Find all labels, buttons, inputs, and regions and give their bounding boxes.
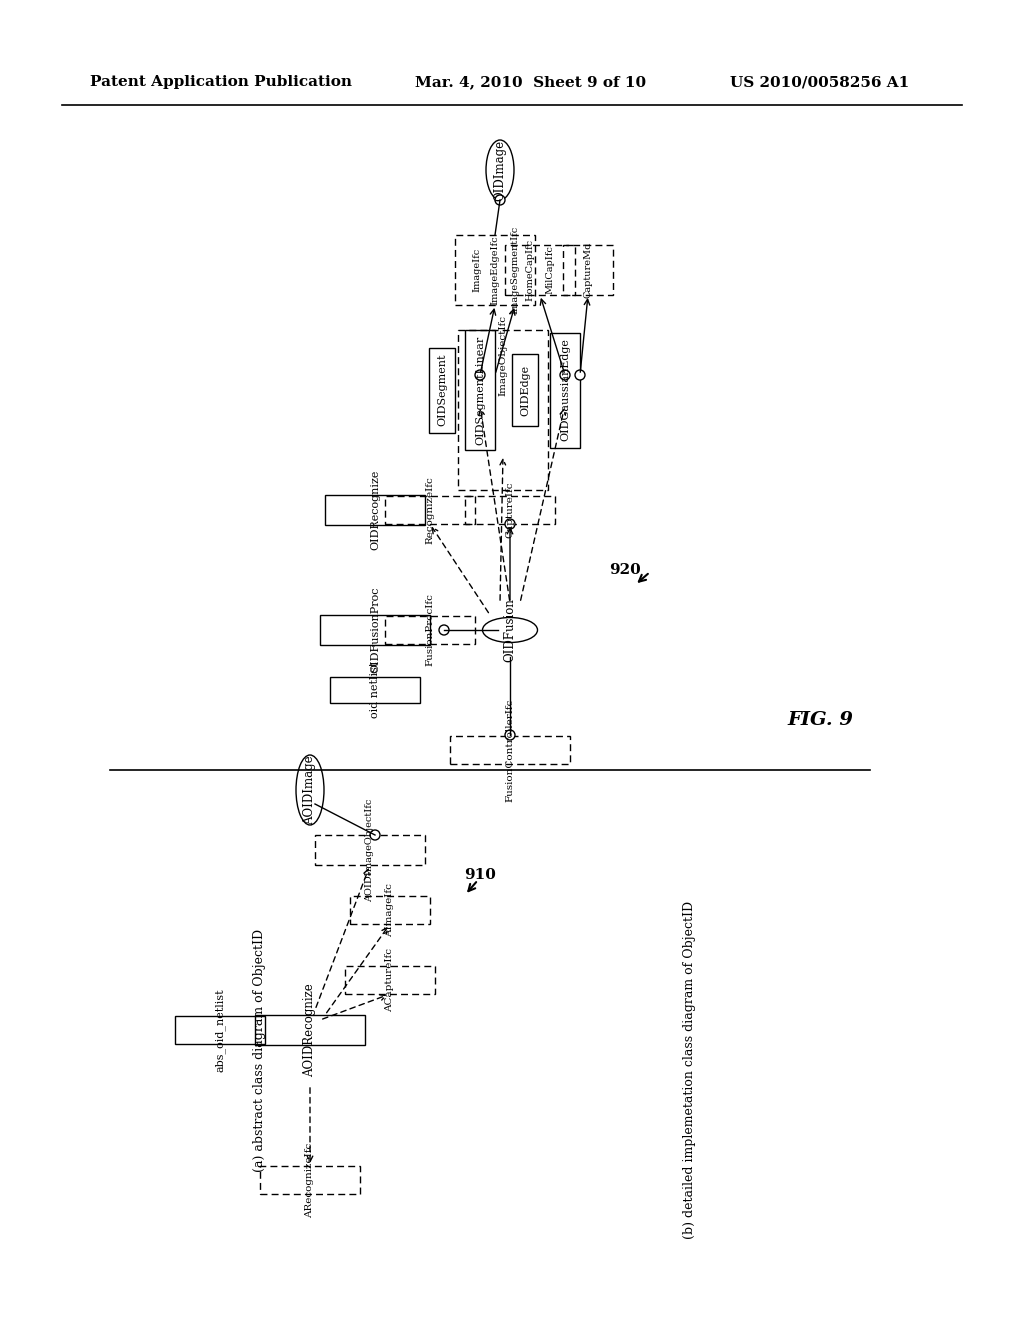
Text: OIDFusionProc: OIDFusionProc [370,587,380,673]
Text: ImageSegmentIfc: ImageSegmentIfc [511,226,519,314]
Text: AOIDImage: AOIDImage [303,755,316,825]
Text: OIDSegmentLinear: OIDSegmentLinear [475,335,485,445]
Circle shape [575,370,585,380]
Text: CaptureIfc: CaptureIfc [506,482,514,539]
Text: OIDSegment: OIDSegment [437,354,447,426]
Bar [350,896,430,924]
Bar [255,1015,365,1045]
Bar [550,333,580,447]
Circle shape [505,730,515,741]
Text: OIDEdge: OIDEdge [520,364,530,416]
Text: AOIDRecognize: AOIDRecognize [303,983,316,1077]
Bar [315,836,425,865]
Bar [260,1166,360,1195]
Bar [175,1016,265,1044]
Bar [385,616,475,644]
Circle shape [439,624,449,635]
Bar [465,330,495,450]
Text: MilCapIfc: MilCapIfc [546,246,555,294]
Text: FIG. 9: FIG. 9 [787,711,853,729]
Text: FusionProcIfc: FusionProcIfc [426,594,434,667]
Text: ACaptureIfc: ACaptureIfc [385,948,394,1012]
Text: Mar. 4, 2010  Sheet 9 of 10: Mar. 4, 2010 Sheet 9 of 10 [415,75,646,88]
Text: 920: 920 [609,564,641,577]
Bar [458,330,548,490]
Text: ImageIfc: ImageIfc [472,248,481,292]
Text: OIDFusion: OIDFusion [504,598,516,661]
Circle shape [560,370,570,380]
Bar [319,615,430,645]
Bar [455,235,535,305]
Bar [563,246,613,294]
Bar [345,966,435,994]
Text: AOIDImageObjectIfc: AOIDImageObjectIfc [366,799,375,902]
Text: RecognizeIfc: RecognizeIfc [426,477,434,544]
Text: 910: 910 [464,869,496,882]
Bar [325,495,425,525]
Text: ImageObjectIfc: ImageObjectIfc [499,314,508,396]
Text: Patent Application Publication: Patent Application Publication [90,75,352,88]
Text: OIDGaussianEdge: OIDGaussianEdge [560,338,570,441]
Text: ARecognizeIfc: ARecognizeIfc [305,1142,314,1217]
Text: abs_oid_netlist: abs_oid_netlist [215,989,225,1072]
Bar [385,496,475,524]
Text: OIDImage: OIDImage [494,140,507,201]
Circle shape [475,370,485,380]
Bar [505,246,575,294]
Circle shape [370,830,380,840]
Text: FusionControllerIfc: FusionControllerIfc [506,698,514,801]
Text: ImageEdgeIfc: ImageEdgeIfc [490,235,500,305]
Bar [465,496,555,524]
Circle shape [505,519,515,529]
Bar [450,737,570,764]
Bar [330,677,420,704]
Bar [429,347,455,433]
Text: AImageIfc: AImageIfc [385,883,394,937]
Text: OIDRecognize: OIDRecognize [370,470,380,550]
Text: US 2010/0058256 A1: US 2010/0058256 A1 [730,75,909,88]
Text: (b) detailed implemetation class diagram of ObjectID: (b) detailed implemetation class diagram… [683,902,696,1239]
Text: CaptureMd: CaptureMd [584,242,593,298]
Text: oid netlist: oid netlist [370,661,380,718]
Bar [512,354,538,426]
Text: HomeCapIfc: HomeCapIfc [525,239,535,301]
Text: (a) abstract class diagram of ObjectID: (a) abstract class diagram of ObjectID [254,928,266,1172]
Circle shape [495,195,505,205]
